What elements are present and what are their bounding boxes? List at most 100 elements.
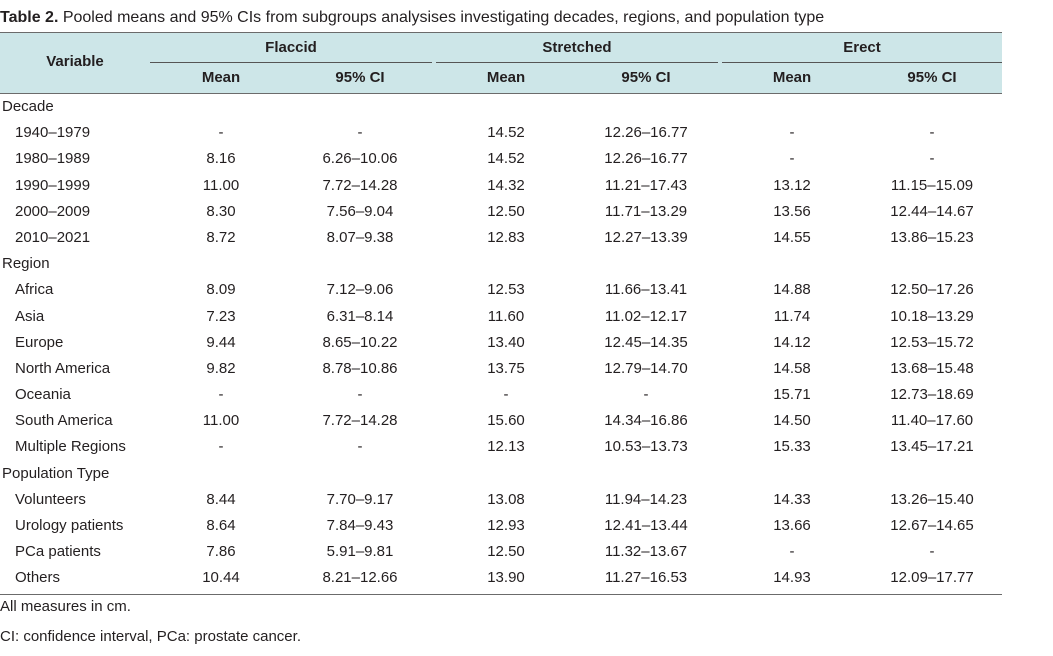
table-cell: 8.21–12.66 bbox=[322, 569, 398, 587]
table-cell: 7.72–14.28 bbox=[322, 412, 398, 430]
table-cell: 13.08 bbox=[487, 490, 525, 508]
header-group-stretched: Stretched bbox=[542, 39, 612, 56]
table-cell: 14.88 bbox=[773, 281, 811, 299]
table-cell: 8.78–10.86 bbox=[322, 359, 398, 377]
table-row: 1940–1979 - - 14.52 12.26–16.77 - - bbox=[0, 120, 1002, 146]
table-cell: 10.18–13.29 bbox=[890, 307, 974, 325]
table-cell: 13.40 bbox=[487, 333, 525, 351]
table-row: Oceania - - - - 15.71 12.73–18.69 bbox=[0, 382, 1002, 408]
section-row: Decade bbox=[0, 94, 1002, 120]
row-label: Africa bbox=[15, 281, 54, 299]
header-group-flaccid: Flaccid bbox=[265, 39, 317, 56]
table-cell: 10.53–13.73 bbox=[604, 438, 688, 456]
table-cell: 8.72 bbox=[206, 228, 236, 246]
subheader-erect-ci: 95% CI bbox=[907, 69, 957, 86]
table-cell: 7.70–9.17 bbox=[326, 490, 394, 508]
row-label: 2010–2021 bbox=[15, 228, 91, 246]
table-cell: 12.50 bbox=[487, 202, 525, 220]
section-label: Region bbox=[2, 255, 50, 273]
table-cell: - bbox=[643, 386, 649, 404]
table-cell: 15.60 bbox=[487, 412, 525, 430]
row-label: Urology patients bbox=[15, 517, 124, 534]
table-cell: - bbox=[789, 543, 795, 561]
table-cell: 12.27–13.39 bbox=[604, 228, 688, 246]
table-row: PCa patients 7.86 5.91–9.81 12.50 11.32–13.6… bbox=[0, 539, 1002, 565]
table-cell: 8.07–9.38 bbox=[326, 228, 394, 246]
table-cell: 7.12–9.06 bbox=[326, 281, 394, 299]
table-cell: 15.33 bbox=[773, 438, 811, 456]
table-cell: - bbox=[929, 124, 935, 142]
table-bottom-rule bbox=[0, 593, 1002, 595]
table-cell: - bbox=[929, 150, 935, 168]
table-cell: 8.30 bbox=[206, 202, 236, 220]
table-row: Others 10.44 8.21–12.66 13.90 11.27–16.53 14.… bbox=[0, 565, 1002, 591]
table-cell: 11.02–12.17 bbox=[604, 307, 688, 325]
table-row: South America 11.00 7.72–14.28 15.60 14.34–1… bbox=[0, 408, 1002, 434]
table-cell: 12.13 bbox=[487, 438, 525, 456]
section-label: Decade bbox=[2, 98, 54, 115]
row-label: PCa patients bbox=[15, 543, 101, 561]
table-cell: 15.71 bbox=[773, 386, 811, 404]
table-cell: 12.26–16.77 bbox=[604, 150, 688, 168]
table-cell: 12.09–17.77 bbox=[890, 569, 974, 587]
table-cell: 8.64 bbox=[206, 517, 236, 534]
table-caption: Table 2. Pooled means and 95% CIs from s… bbox=[0, 9, 824, 27]
row-label: Asia bbox=[15, 307, 45, 325]
table-cell: 11.60 bbox=[487, 307, 525, 325]
group-rule-flaccid bbox=[150, 62, 432, 63]
row-label: Others bbox=[15, 569, 61, 587]
group-rule-stretched bbox=[436, 62, 718, 63]
header-group-erect: Erect bbox=[843, 39, 881, 56]
table-cell: 11.40–17.60 bbox=[890, 412, 974, 430]
row-label: North America bbox=[15, 359, 111, 377]
table-cell: 13.26–15.40 bbox=[890, 490, 974, 508]
table-cell: 12.73–18.69 bbox=[890, 386, 974, 404]
table-cell: 11.74 bbox=[773, 307, 811, 325]
footnote-units: All measures in cm. bbox=[0, 598, 131, 615]
table-cell: 7.56–9.04 bbox=[326, 202, 394, 220]
table-cell: 13.90 bbox=[487, 569, 525, 587]
row-label: Oceania bbox=[15, 386, 71, 404]
subheader-stretched-ci: 95% CI bbox=[621, 69, 671, 86]
table-row: 2010–2021 8.72 8.07–9.38 12.83 12.27–13.39 14… bbox=[0, 225, 1002, 251]
table-row: 1990–1999 11.00 7.72–14.28 14.32 11.21–17.43… bbox=[0, 173, 1002, 199]
table-cell: 13.66 bbox=[773, 517, 811, 534]
table-cell: 12.53–15.72 bbox=[890, 333, 974, 351]
row-label: 2000–2009 bbox=[15, 202, 91, 220]
table-cell: 14.55 bbox=[773, 228, 811, 246]
table-cell: 12.44–14.67 bbox=[890, 202, 974, 220]
table-cell: 12.26–16.77 bbox=[604, 124, 688, 142]
row-label: Multiple Regions bbox=[15, 438, 126, 456]
table-cell: 5.91–9.81 bbox=[326, 543, 394, 561]
table-cell: 8.44 bbox=[206, 490, 236, 508]
table-cell: 9.82 bbox=[206, 359, 236, 377]
table-row: Multiple Regions - - 12.13 10.53–13.73 15.33 1… bbox=[0, 434, 1002, 460]
table-cell: 13.75 bbox=[487, 359, 525, 377]
table-cell: - bbox=[357, 438, 363, 456]
row-label: South America bbox=[15, 412, 113, 430]
table-cell: 14.50 bbox=[773, 412, 811, 430]
table-cell: 12.50 bbox=[487, 543, 525, 561]
table-cell: 12.53 bbox=[487, 281, 525, 299]
table-cell: 11.94–14.23 bbox=[604, 490, 688, 508]
table-row: North America 9.82 8.78–10.86 13.75 12.79–14… bbox=[0, 356, 1002, 382]
table-cell: 12.79–14.70 bbox=[604, 359, 688, 377]
row-label: 1980–1989 bbox=[15, 150, 91, 168]
subheader-erect-mean: Mean bbox=[772, 69, 812, 86]
subheader-flaccid-mean: Mean bbox=[201, 69, 241, 86]
table-cell: 7.72–14.28 bbox=[322, 176, 398, 194]
table-cell: 11.00 bbox=[202, 412, 240, 430]
table-cell: 6.31–8.14 bbox=[326, 307, 394, 325]
table-cell: 14.58 bbox=[773, 359, 811, 377]
table-cell: 8.65–10.22 bbox=[322, 333, 398, 351]
row-label: 1940–1979 bbox=[15, 124, 91, 142]
table-cell: 12.83 bbox=[487, 228, 525, 246]
table-cell: - bbox=[503, 386, 509, 404]
table-cell: 12.67–14.65 bbox=[890, 517, 974, 534]
table-cell: 14.93 bbox=[773, 569, 811, 587]
table-cell: 14.52 bbox=[487, 124, 525, 142]
table-header: Variable Flaccid Stretched Erect Mean 95… bbox=[0, 32, 1002, 94]
table-row: Europe 9.44 8.65–10.22 13.40 12.45–14.35 14.1… bbox=[0, 330, 1002, 356]
table-cell: 7.84–9.43 bbox=[326, 517, 394, 534]
table-cell: 14.12 bbox=[773, 333, 811, 351]
